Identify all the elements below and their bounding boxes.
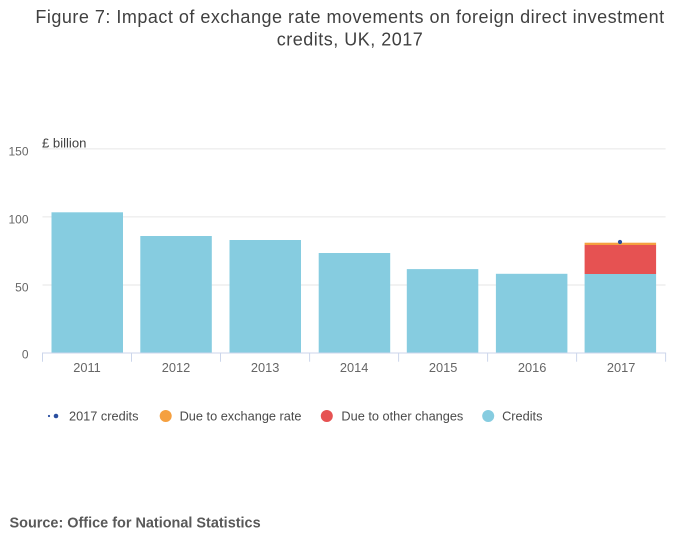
svg-text:Due to exchange rate: Due to exchange rate	[180, 409, 302, 424]
svg-text:150: 150	[8, 145, 28, 159]
svg-text:2012: 2012	[162, 360, 190, 375]
svg-text:£ billion: £ billion	[42, 135, 86, 150]
svg-text:2017 credits: 2017 credits	[69, 409, 138, 424]
svg-text:Figure 7: Impact of exchange r: Figure 7: Impact of exchange rate moveme…	[35, 7, 664, 27]
svg-text:50: 50	[15, 280, 29, 294]
svg-text:2014: 2014	[340, 360, 368, 375]
svg-text:2013: 2013	[251, 360, 279, 375]
svg-text:credits, UK, 2017: credits, UK, 2017	[277, 29, 424, 49]
svg-text:100: 100	[8, 212, 28, 226]
svg-text:2017: 2017	[607, 360, 635, 375]
svg-text:2016: 2016	[518, 360, 546, 375]
svg-text:Credits: Credits	[502, 409, 542, 424]
svg-text:2015: 2015	[429, 360, 457, 375]
svg-text:Due to other changes: Due to other changes	[341, 409, 463, 424]
svg-text:Source: Office for National St: Source: Office for National Statistics	[10, 516, 261, 532]
svg-text:0: 0	[22, 347, 29, 361]
svg-text:2011: 2011	[73, 360, 101, 375]
